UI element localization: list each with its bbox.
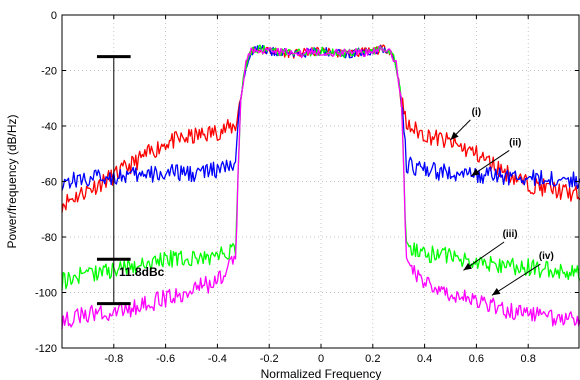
y-tick-label: -60 xyxy=(41,177,57,189)
x-tick-label: -0.8 xyxy=(104,353,123,365)
x-tick-label: 0.4 xyxy=(417,353,432,365)
x-tick-label: -0.2 xyxy=(260,353,279,365)
annotation-arrow xyxy=(491,263,541,296)
y-tick-label: -100 xyxy=(35,288,57,300)
annotation-label: (i) xyxy=(472,107,481,118)
measurement-label: 11.8dBc xyxy=(119,265,165,279)
annotation-arrowhead xyxy=(491,288,501,296)
x-tick-label: 0.6 xyxy=(469,353,484,365)
annotation-arrowhead xyxy=(463,262,473,271)
x-axis-label: Normalized Frequency xyxy=(261,367,382,380)
annotation-label: (iii) xyxy=(503,229,518,240)
x-tick-label: 0.2 xyxy=(365,353,380,365)
annotation-arrowhead xyxy=(471,168,480,176)
series-line xyxy=(61,45,580,330)
tick-labels: -0.8 -0.6 -0.4 -0.2 0 0.2 0.4 0.6 0.8 -120 -100 -80… xyxy=(35,10,536,365)
x-tick-label: 0.8 xyxy=(521,353,536,365)
annotation-arrow xyxy=(463,241,505,271)
axes-box xyxy=(61,14,580,349)
y-tick-label: -80 xyxy=(41,232,57,244)
annotation-label: (iv) xyxy=(539,251,554,262)
y-axis-label: Power/frequency (dB/Hz) xyxy=(5,114,19,248)
annotation-label: (ii) xyxy=(509,137,521,148)
y-tick-label: 0 xyxy=(51,10,57,22)
x-tick-label: -0.4 xyxy=(208,353,227,365)
annotation-arrowhead xyxy=(450,131,459,140)
y-tick-label: -20 xyxy=(41,66,57,78)
x-tick-label: 0 xyxy=(318,353,324,365)
series-line xyxy=(61,44,580,291)
y-tick-label: -120 xyxy=(35,343,57,355)
grid xyxy=(62,14,580,349)
y-tick-label: -40 xyxy=(41,121,57,133)
annotations: (i) (ii) (iii) (iv) 11.8dBc xyxy=(96,55,554,306)
x-tick-label: -0.6 xyxy=(156,353,175,365)
plot-frame xyxy=(61,14,580,349)
